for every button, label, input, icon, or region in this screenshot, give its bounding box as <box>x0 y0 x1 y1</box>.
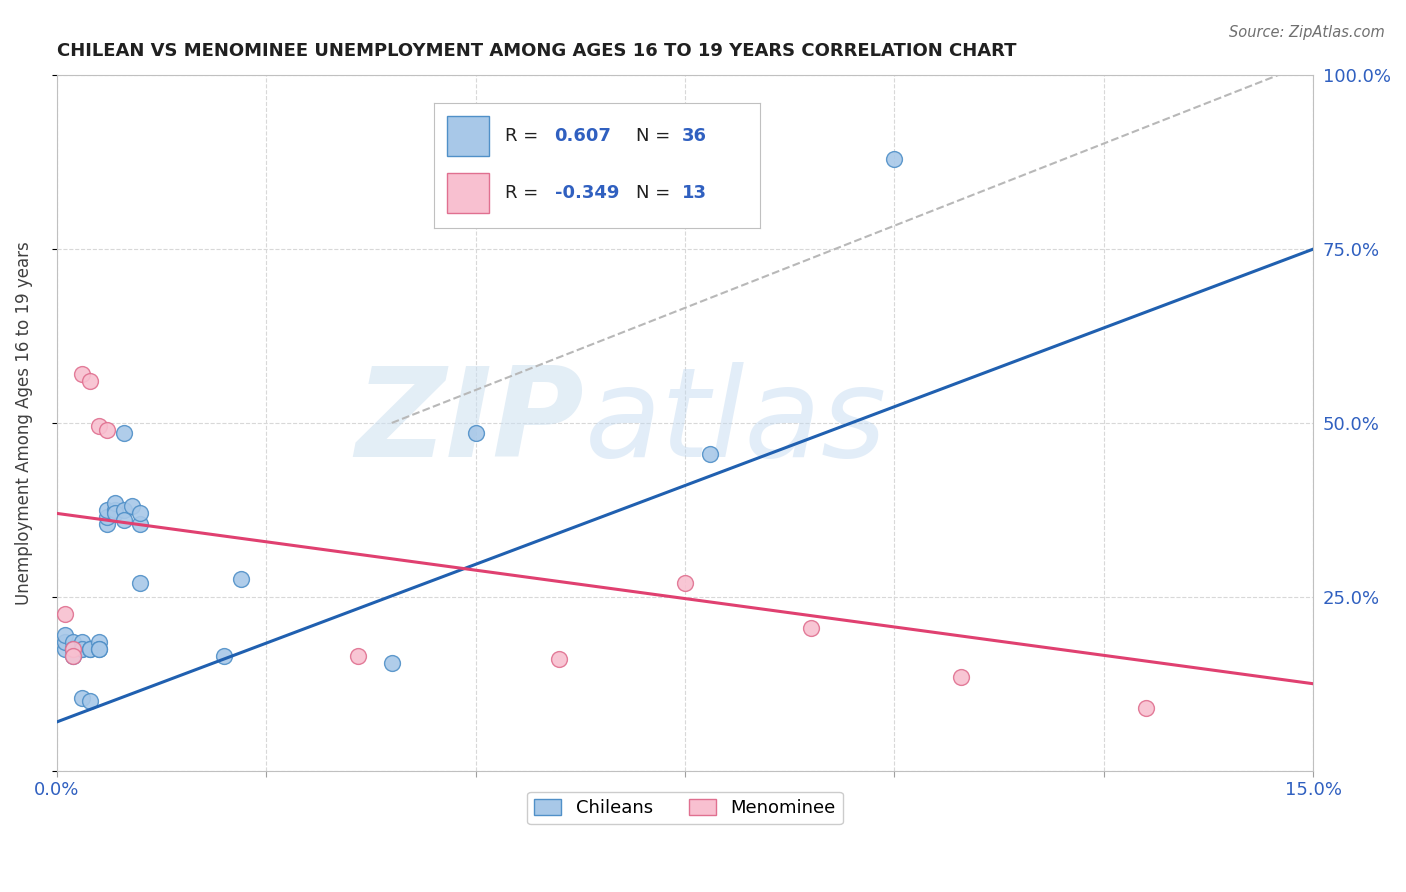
Point <box>464 426 486 441</box>
Point <box>96 423 118 437</box>
Text: CHILEAN VS MENOMINEE UNEMPLOYMENT AMONG AGES 16 TO 19 YEARS CORRELATION CHART: CHILEAN VS MENOMINEE UNEMPLOYMENT AMONG … <box>56 42 1017 60</box>
Point <box>62 642 84 657</box>
Point <box>347 648 370 663</box>
Y-axis label: Unemployment Among Ages 16 to 19 years: Unemployment Among Ages 16 to 19 years <box>15 241 32 605</box>
Point <box>87 419 110 434</box>
Point <box>87 642 110 657</box>
Point <box>79 374 101 388</box>
Point <box>121 500 143 514</box>
Point <box>79 694 101 708</box>
Point <box>112 513 135 527</box>
Point <box>62 635 84 649</box>
Point <box>70 642 93 657</box>
Point <box>53 628 76 642</box>
Point <box>129 575 152 590</box>
Point <box>229 573 252 587</box>
Point <box>129 516 152 531</box>
Point <box>70 690 93 705</box>
Point <box>950 670 973 684</box>
Point <box>129 507 152 521</box>
Point <box>79 642 101 657</box>
Point <box>548 652 571 666</box>
Point <box>104 503 127 517</box>
Point <box>112 426 135 441</box>
Point <box>53 642 76 657</box>
Point <box>1135 701 1157 715</box>
Point <box>381 656 404 670</box>
Point <box>112 503 135 517</box>
Point <box>212 648 235 663</box>
Point <box>62 648 84 663</box>
Point <box>70 642 93 657</box>
Point <box>104 507 127 521</box>
Point <box>96 509 118 524</box>
Point <box>53 635 76 649</box>
Point <box>800 621 823 635</box>
Point <box>70 368 93 382</box>
Text: ZIP: ZIP <box>356 362 585 483</box>
Point <box>673 575 696 590</box>
Point <box>699 447 721 461</box>
Point <box>96 503 118 517</box>
Point <box>883 152 905 166</box>
Text: atlas: atlas <box>585 362 887 483</box>
Text: Source: ZipAtlas.com: Source: ZipAtlas.com <box>1229 25 1385 40</box>
Point <box>62 642 84 657</box>
Point <box>62 642 84 657</box>
Legend: Chileans, Menominee: Chileans, Menominee <box>527 791 844 824</box>
Point <box>62 648 84 663</box>
Point <box>53 607 76 622</box>
Point <box>96 516 118 531</box>
Point <box>87 635 110 649</box>
Point <box>87 642 110 657</box>
Point <box>79 642 101 657</box>
Point <box>70 635 93 649</box>
Point <box>104 496 127 510</box>
